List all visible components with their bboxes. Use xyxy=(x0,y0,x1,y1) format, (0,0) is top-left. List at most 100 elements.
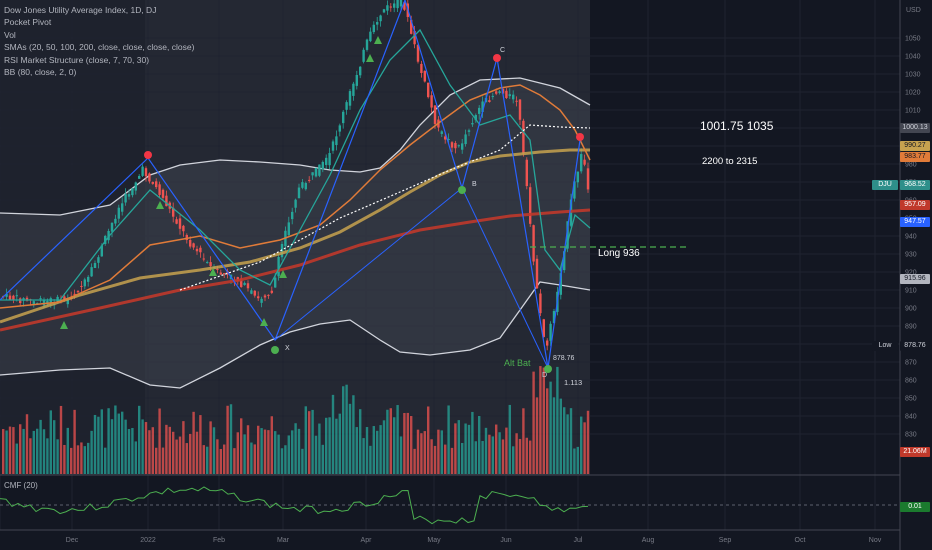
volume-bar xyxy=(199,415,202,474)
candle xyxy=(182,225,185,232)
candle xyxy=(467,130,471,132)
candle xyxy=(498,91,501,94)
pattern-bd-line xyxy=(461,187,549,369)
candle xyxy=(399,0,403,7)
volume-bar xyxy=(8,426,12,474)
volume-bar xyxy=(532,371,535,474)
volume-bar xyxy=(416,429,420,474)
candle xyxy=(202,258,205,260)
volume-bar xyxy=(291,430,294,474)
volume-bar xyxy=(498,432,501,474)
candle xyxy=(250,290,253,294)
pocket-pivot-marker xyxy=(374,36,382,44)
candle xyxy=(348,91,352,106)
volume-bar xyxy=(236,432,239,474)
volume-bar xyxy=(141,419,144,474)
volume-bar xyxy=(80,442,83,474)
time-tick-label: 2022 xyxy=(140,537,156,544)
candle xyxy=(280,243,284,258)
candle xyxy=(63,296,66,300)
candle xyxy=(155,181,158,188)
volume-bar xyxy=(552,397,556,474)
time-tick-label: Mar xyxy=(277,537,290,544)
volume-bar xyxy=(393,417,396,474)
legend-rsi-structure[interactable]: RSI Market Structure (close, 7, 70, 30) xyxy=(4,54,150,65)
legend-volume[interactable]: Vol xyxy=(4,29,16,40)
candle xyxy=(80,285,83,287)
candle xyxy=(56,296,59,302)
volume-bar xyxy=(212,427,216,474)
candle xyxy=(104,235,107,244)
volume-bar xyxy=(304,406,307,474)
volume-bar xyxy=(104,447,107,474)
candles xyxy=(2,0,590,351)
volume-bar xyxy=(243,434,246,474)
volume-bar xyxy=(195,431,199,474)
volume-bar xyxy=(2,429,5,474)
candle xyxy=(359,66,362,76)
volume-bar xyxy=(573,448,576,474)
cmf-line xyxy=(0,486,589,525)
volume-bar xyxy=(257,425,260,474)
candle xyxy=(563,251,566,271)
candle xyxy=(379,15,382,22)
candle xyxy=(257,296,260,299)
candle xyxy=(178,218,182,229)
volume-bar xyxy=(410,416,413,474)
volume-bar xyxy=(569,408,573,474)
legend-bollinger[interactable]: BB (80, close, 2, 0) xyxy=(4,67,77,78)
candle xyxy=(450,142,454,148)
volume-bar xyxy=(348,403,352,474)
candle xyxy=(246,283,250,289)
time-tick-label: Jul xyxy=(574,537,583,544)
volume-bars xyxy=(2,366,590,474)
price-tick-label: 860 xyxy=(905,378,917,385)
candle xyxy=(586,168,590,190)
candle xyxy=(138,175,141,179)
long-annotation: Long 936 xyxy=(598,248,640,259)
candle xyxy=(134,182,137,191)
cmf-label[interactable]: CMF (20) xyxy=(4,481,38,490)
ratio-annotation: 1.113 xyxy=(564,378,583,387)
harmonic-pattern xyxy=(0,0,581,369)
candle xyxy=(107,230,110,241)
candle xyxy=(542,319,545,337)
candle xyxy=(151,181,154,184)
volume-bar xyxy=(376,430,379,474)
volume-bar xyxy=(127,429,131,474)
currency-label: USD xyxy=(906,7,921,14)
volume-bar xyxy=(427,406,430,474)
legend-symbol[interactable]: Dow Jones Utility Average Index, 1D, DJ xyxy=(4,5,157,15)
volume-bar xyxy=(219,448,222,474)
volume-bar xyxy=(454,423,457,474)
candle xyxy=(440,131,443,134)
time-tick-label: Feb xyxy=(213,537,225,544)
candle xyxy=(461,143,464,150)
candle xyxy=(386,5,389,11)
candle xyxy=(93,263,97,269)
price-tick-label: 1050 xyxy=(905,36,921,43)
candle xyxy=(355,74,358,86)
volume-bar xyxy=(559,398,562,474)
candle xyxy=(314,167,318,177)
pattern-xb-line xyxy=(274,187,463,341)
volume-bar xyxy=(168,426,171,474)
volume-bar xyxy=(546,388,549,474)
price-tag: 915.96 xyxy=(900,274,930,285)
pocket-pivot-marker xyxy=(156,201,164,209)
candle xyxy=(253,290,256,296)
volume-bar xyxy=(233,448,236,474)
volume-bar xyxy=(59,405,63,474)
time-tick-label: Nov xyxy=(869,537,882,544)
volume-bar xyxy=(12,427,15,474)
price-tag: 990.27 xyxy=(900,140,930,151)
legend-smas[interactable]: SMAs (20, 50, 100, 200, close, close, cl… xyxy=(4,42,195,53)
candle xyxy=(291,211,294,220)
candle xyxy=(175,219,178,224)
volume-bar xyxy=(250,442,253,474)
time-tick-label: Jun xyxy=(500,537,511,544)
candle xyxy=(195,248,199,252)
legend-pocket-pivot[interactable]: Pocket Pivot xyxy=(4,17,52,28)
